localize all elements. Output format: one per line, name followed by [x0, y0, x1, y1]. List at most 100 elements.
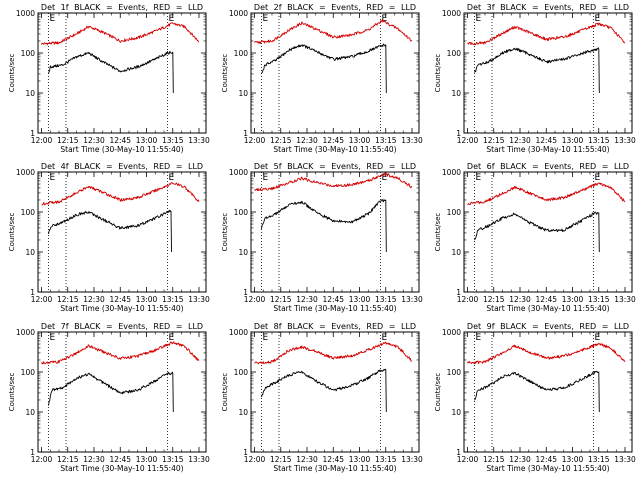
lld-series-line — [254, 19, 413, 44]
x-tick-label: 12:45 — [535, 455, 557, 464]
plot-frame — [250, 12, 420, 134]
x-tick-label: 12:15 — [57, 295, 79, 304]
plot-frame — [37, 331, 207, 453]
marker-e-label: E — [263, 14, 269, 24]
panel-det-8: Det 8f BLACK = Events, RED = LLD 1 10 100 10… — [221, 322, 423, 473]
y-tick-label: 1000 — [16, 9, 35, 18]
x-axis-label: Start Time (30-May-10 11:55:40) — [273, 464, 396, 473]
x-tick-label: 12:00 — [31, 136, 53, 145]
x-tick-label: 13:15 — [375, 136, 397, 145]
x-tick-label: 13:00 — [562, 455, 584, 464]
x-tick-label: 12:00 — [244, 136, 266, 145]
marker-e-label: E — [476, 173, 482, 183]
x-tick-label: 13:30 — [614, 136, 636, 145]
y-tick-label: 10 — [25, 408, 35, 417]
y-tick-label: 1000 — [16, 168, 35, 177]
y-axis-label: Counts/sec — [221, 213, 229, 252]
events-series-line — [474, 211, 600, 253]
marker-e-label: E — [50, 173, 56, 183]
x-tick-label: 13:15 — [588, 295, 610, 304]
x-tick-label: 13:15 — [588, 455, 610, 464]
y-tick-label: 100 — [21, 49, 36, 58]
x-tick-label: 12:15 — [483, 295, 505, 304]
y-tick-label: 10 — [25, 89, 35, 98]
x-tick-label: 12:30 — [83, 455, 105, 464]
x-tick-label: 13:15 — [375, 455, 397, 464]
y-tick-label: 1 — [30, 129, 35, 138]
marker-e-label: E — [50, 14, 56, 24]
events-series-line — [474, 370, 600, 413]
x-tick-label: 12:45 — [535, 136, 557, 145]
lld-series-line — [41, 182, 200, 206]
plot-frame — [37, 171, 207, 293]
panel-title: Det 1f BLACK = Events, RED = LLD — [41, 3, 203, 12]
lld-series-line — [41, 22, 200, 46]
y-tick-label: 1000 — [229, 168, 248, 177]
plot-frame — [463, 12, 633, 134]
panel-title: Det 3f BLACK = Events, RED = LLD — [467, 3, 629, 12]
y-tick-label: 100 — [21, 208, 36, 217]
plot-frame — [250, 171, 420, 293]
panel-det-7: Det 7f BLACK = Events, RED = LLD 1 10 100 10… — [8, 322, 210, 473]
marker-e-label: E — [50, 333, 56, 343]
marker-e-label: E — [476, 14, 482, 24]
y-tick-label: 100 — [234, 368, 249, 377]
x-tick-label: 13:00 — [349, 136, 371, 145]
events-series-line — [48, 371, 174, 413]
y-tick-label: 1 — [30, 288, 35, 297]
marker-e-label: E — [169, 333, 175, 343]
x-tick-label: 13:30 — [401, 455, 423, 464]
y-tick-label: 1000 — [229, 9, 248, 18]
x-tick-label: 13:00 — [349, 295, 371, 304]
y-tick-label: 1000 — [16, 328, 35, 337]
x-tick-label: 12:30 — [296, 136, 318, 145]
marker-e-label: E — [382, 14, 388, 24]
x-tick-label: 12:15 — [57, 455, 79, 464]
x-tick-label: 13:15 — [375, 295, 397, 304]
x-tick-label: 13:15 — [162, 455, 184, 464]
x-tick-label: 13:30 — [401, 136, 423, 145]
x-tick-label: 12:30 — [296, 455, 318, 464]
x-tick-label: 12:45 — [535, 295, 557, 304]
x-tick-label: 12:45 — [109, 136, 131, 145]
y-tick-label: 1 — [456, 448, 461, 457]
panel-det-5: Det 5f BLACK = Events, RED = LLD 1 10 100 10… — [221, 162, 423, 313]
y-axis-label: Counts/sec — [8, 373, 16, 412]
y-tick-label: 100 — [234, 49, 249, 58]
panel-title: Det 4f BLACK = Events, RED = LLD — [41, 162, 203, 171]
y-tick-label: 1 — [30, 448, 35, 457]
x-tick-label: 13:00 — [562, 295, 584, 304]
events-series-line — [48, 51, 174, 94]
x-axis-label: Start Time (30-May-10 11:55:40) — [486, 304, 609, 313]
x-tick-label: 12:45 — [322, 295, 344, 304]
x-tick-label: 12:15 — [483, 136, 505, 145]
panel-title: Det 9f BLACK = Events, RED = LLD — [467, 322, 629, 331]
x-axis-label: Start Time (30-May-10 11:55:40) — [60, 145, 183, 154]
y-axis-label: Counts/sec — [8, 213, 16, 252]
y-tick-label: 10 — [451, 408, 461, 417]
panel-det-4: Det 4f BLACK = Events, RED = LLD 1 10 100 10… — [8, 162, 210, 313]
marker-e-label: E — [169, 173, 175, 183]
events-series-line — [48, 209, 172, 253]
y-tick-label: 1000 — [442, 328, 461, 337]
y-tick-label: 1 — [243, 448, 248, 457]
x-tick-label: 13:15 — [588, 136, 610, 145]
marker-e-label: E — [595, 173, 601, 183]
marker-e-label: E — [382, 173, 388, 183]
y-tick-label: 10 — [25, 248, 35, 257]
x-tick-label: 13:00 — [136, 455, 158, 464]
x-tick-label: 12:15 — [270, 455, 292, 464]
y-tick-label: 1000 — [442, 9, 461, 18]
lld-series-line — [254, 341, 413, 365]
x-axis-label: Start Time (30-May-10 11:55:40) — [273, 145, 396, 154]
y-tick-label: 100 — [447, 208, 462, 217]
lld-series-line — [467, 182, 626, 206]
panel-det-6: Det 6f BLACK = Events, RED = LLD 1 10 100 10… — [434, 162, 636, 313]
y-tick-label: 10 — [451, 248, 461, 257]
x-tick-label: 12:15 — [483, 455, 505, 464]
events-series-line — [474, 47, 600, 94]
marker-e-label: E — [382, 333, 388, 343]
y-tick-label: 1000 — [229, 328, 248, 337]
x-tick-label: 13:00 — [562, 136, 584, 145]
